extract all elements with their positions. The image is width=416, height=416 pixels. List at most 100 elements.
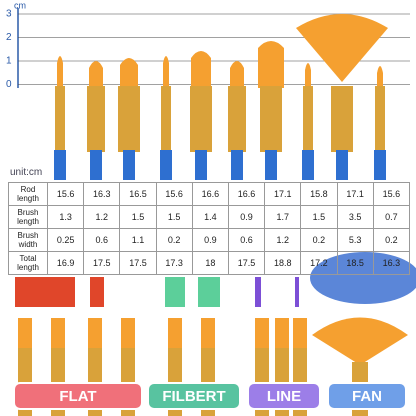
category-label: FLAT xyxy=(59,388,96,405)
spec-table: Rod length 15.6 16.3 16.5 15.6 16.6 16.6 17.1 15… xyxy=(8,182,411,275)
category-label: LINE xyxy=(267,388,301,405)
brush-hair xyxy=(121,318,135,348)
category-badge xyxy=(247,382,321,410)
handle xyxy=(123,150,135,180)
category-badge xyxy=(327,382,407,410)
brush-hair xyxy=(89,61,103,88)
table-cell: 16.3 xyxy=(372,251,411,275)
brush-hair xyxy=(163,56,169,88)
table-cell: 1.7 xyxy=(264,205,302,229)
ferrule xyxy=(161,86,171,152)
table-cell: 0.6 xyxy=(227,228,266,252)
paint-swatch xyxy=(45,277,75,307)
table-cell: 1.4 xyxy=(191,205,229,229)
ferrule xyxy=(375,86,385,152)
brush-hair xyxy=(191,51,211,88)
table-cell: 15.8 xyxy=(300,182,338,206)
ferrule xyxy=(190,86,212,152)
table-cell: 17.1 xyxy=(264,182,302,206)
handle xyxy=(231,150,243,180)
table-cell: 18 xyxy=(191,251,229,275)
table-cell: 1.5 xyxy=(300,205,338,229)
category-badge xyxy=(147,382,241,410)
table-cell: 1.2 xyxy=(83,205,121,229)
handle xyxy=(90,150,102,180)
table-row: Total length 16.9 17.5 17.5 17.3 18 17.5 18.8 17… xyxy=(8,251,411,275)
paint-swatch xyxy=(165,277,185,307)
brush-hair xyxy=(51,318,65,348)
table-cell: 0.2 xyxy=(372,228,411,252)
brush-hair xyxy=(201,318,215,348)
brush-hair xyxy=(57,56,63,88)
table-cell: 1.5 xyxy=(119,205,157,229)
row-header: Brush length xyxy=(8,205,48,229)
table-cell: 17.5 xyxy=(83,251,121,275)
table-row: Rod length 15.6 16.3 16.5 15.6 16.6 16.6 17.1 15… xyxy=(8,182,411,206)
row-header: Rod length xyxy=(8,182,48,206)
ruler-label: 2 xyxy=(6,32,12,43)
category-label: FILBERT xyxy=(162,388,225,405)
row-header: Total length xyxy=(8,251,48,275)
category-label: FAN xyxy=(352,388,382,405)
table-cell: 17.2 xyxy=(300,251,338,275)
paint-swatch xyxy=(198,277,220,307)
brush-hair xyxy=(305,63,311,88)
brush-hair xyxy=(258,41,284,88)
ferrule xyxy=(260,86,282,152)
table-row: Brush width 0.25 0.6 1.1 0.2 0.9 0.6 1.2 0.2 5.3 0… xyxy=(8,228,411,252)
fan-hair xyxy=(312,317,408,365)
table-cell: 18.8 xyxy=(264,251,302,275)
paint-swatch xyxy=(255,277,261,307)
handle xyxy=(302,150,314,180)
ferrule xyxy=(87,86,105,152)
brush-hair xyxy=(293,318,307,348)
handle xyxy=(54,150,66,180)
table-cell: 17.3 xyxy=(155,251,193,275)
table-cell: 0.9 xyxy=(191,228,229,252)
ferrule xyxy=(331,86,353,152)
table-cell: 15.6 xyxy=(46,182,85,206)
table-cell: 17.5 xyxy=(227,251,266,275)
ferrule xyxy=(118,86,140,152)
table-row: Brush length 1.3 1.2 1.5 1.5 1.4 0.9 1.7 1.5 3.5 0… xyxy=(8,205,411,229)
handle xyxy=(336,150,348,180)
table-cell: 0.7 xyxy=(372,205,411,229)
table-cell: 16.6 xyxy=(227,182,266,206)
brush-hair xyxy=(120,58,138,88)
table-cell: 0.9 xyxy=(227,205,266,229)
table-cell: 1.3 xyxy=(46,205,85,229)
brush-hair xyxy=(255,318,269,348)
table-cell: 0.6 xyxy=(83,228,121,252)
ruler-label: 3 xyxy=(6,9,12,20)
table-cell: 16.6 xyxy=(191,182,229,206)
table-cell: 17.1 xyxy=(336,182,374,206)
ferrule xyxy=(55,86,65,152)
table-cell: 1.5 xyxy=(155,205,193,229)
brush-hair xyxy=(88,318,102,348)
table-cell: 3.5 xyxy=(336,205,374,229)
brush-hair xyxy=(230,61,244,88)
ferrule xyxy=(228,86,246,152)
ferrule xyxy=(303,86,313,152)
brush-hair xyxy=(275,318,289,348)
ruler-unit: cm xyxy=(14,0,26,10)
table-cell: 0.2 xyxy=(155,228,193,252)
ruler-label: 0 xyxy=(6,79,12,90)
table-cell: 16.9 xyxy=(46,251,85,275)
paint-swatch xyxy=(90,277,104,307)
table-cell: 0.25 xyxy=(46,228,85,252)
ruler-label: 1 xyxy=(6,56,12,67)
brush-hair xyxy=(168,318,182,348)
unit-label: unit:cm xyxy=(10,167,43,178)
row-header: Brush width xyxy=(8,228,48,252)
handle xyxy=(195,150,207,180)
table-cell: 18.5 xyxy=(336,251,374,275)
table-cell: 1.2 xyxy=(264,228,302,252)
brush-hair xyxy=(18,318,32,348)
category-badge xyxy=(13,382,143,410)
table-cell: 1.1 xyxy=(119,228,157,252)
handle xyxy=(374,150,386,180)
table-cell: 5.3 xyxy=(336,228,374,252)
table-cell: 15.6 xyxy=(372,182,411,206)
